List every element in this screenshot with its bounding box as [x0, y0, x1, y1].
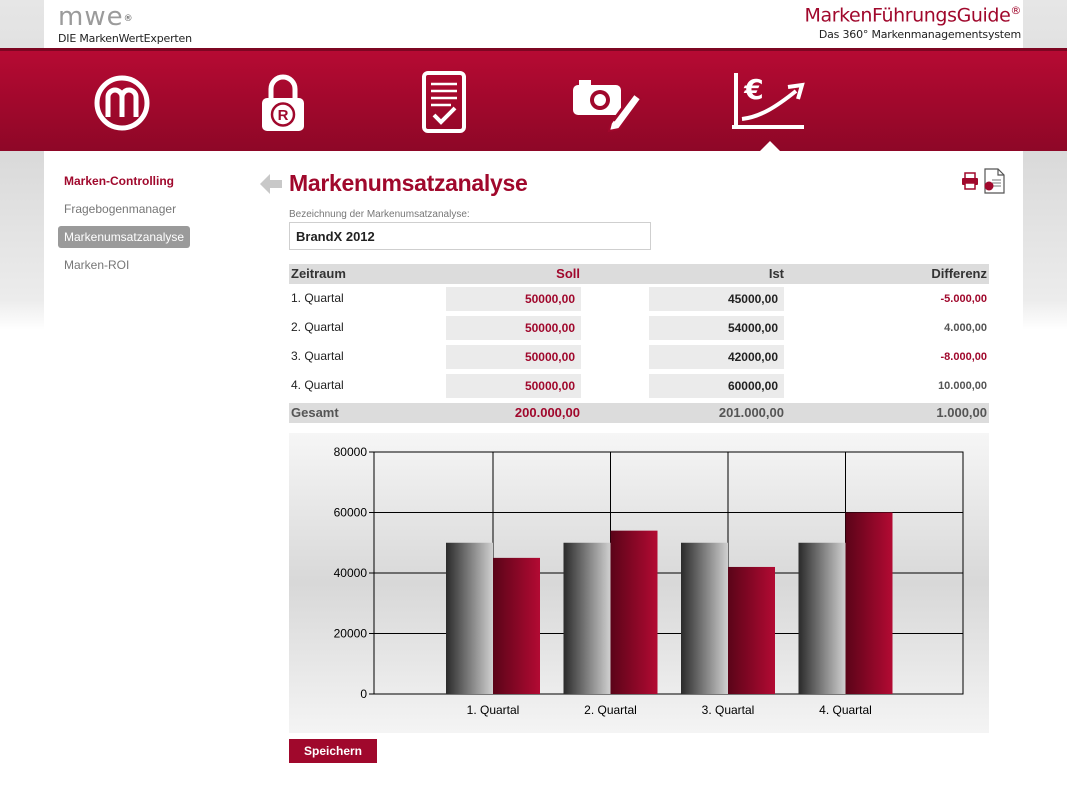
y-tick-label: 80000 — [334, 445, 368, 459]
bar-ist — [845, 512, 893, 694]
svg-text:€: € — [743, 73, 763, 106]
camera-pencil-icon[interactable] — [567, 71, 643, 135]
table-row: 2. Quartal 50000,00 54000,00 4.000,00 — [289, 315, 989, 341]
brand-m-icon[interactable] — [84, 71, 160, 135]
table-total-row: Gesamt 200.000,00 201.000,00 1.000,00 — [289, 403, 989, 423]
bar-ist — [493, 557, 540, 694]
euro-growth-chart-icon[interactable]: € — [730, 71, 806, 135]
back-arrow-icon[interactable] — [259, 172, 283, 201]
diff-value: 10.000,00 — [938, 380, 987, 392]
print-icon[interactable] — [961, 172, 979, 195]
y-tick-label: 60000 — [334, 506, 368, 520]
bar-soll — [798, 542, 846, 694]
revenue-chart-panel: 0 20000 40000 60000 80000 1. Quartal 2. Quarta… — [289, 433, 989, 733]
table-row: 1. Quartal 50000,00 45000,00 -5.000,00 — [289, 286, 989, 312]
row-period: 3. Quartal — [291, 349, 344, 363]
sidebar-item-fragebogenmanager[interactable]: Fragebogenmanager — [64, 202, 177, 216]
product-logo: MarkenFührungsGuide® Das 360° Markenmana… — [804, 4, 1021, 42]
bar-ist — [610, 530, 658, 694]
bar-soll — [563, 542, 611, 694]
total-label: Gesamt — [291, 405, 339, 420]
row-period: 1. Quartal — [291, 291, 344, 305]
sidebar-item-marken-controlling[interactable]: Marken-Controlling — [64, 174, 174, 188]
soll-value-field[interactable]: 50000,00 — [446, 374, 581, 398]
header-zeitraum: Zeitraum — [291, 266, 346, 281]
x-tick-label: 1. Quartal — [467, 703, 520, 717]
x-tick-label: 4. Quartal — [819, 703, 872, 717]
x-tick-label: 2. Quartal — [584, 703, 637, 717]
analysis-name-input[interactable] — [289, 222, 651, 250]
ist-value-field[interactable]: 45000,00 — [649, 287, 784, 311]
total-soll: 200.000,00 — [514, 405, 580, 420]
total-ist: 201.000,00 — [718, 405, 784, 420]
bar-soll — [446, 542, 493, 694]
table-header: Zeitraum Soll Ist Differenz — [289, 264, 989, 284]
page-title: Markenumsatzanalyse — [289, 170, 528, 196]
row-period: 2. Quartal — [291, 320, 344, 334]
pdf-export-icon[interactable] — [983, 168, 1005, 199]
y-tick-label: 20000 — [334, 627, 368, 641]
mwe-logo[interactable]: MWE® DIE MarkenWertExperten — [58, 2, 192, 45]
save-button[interactable]: Speichern — [289, 739, 377, 763]
mwe-tagline: DIE MarkenWertExperten — [58, 32, 192, 45]
soll-value-field[interactable]: 50000,00 — [446, 316, 581, 340]
active-nav-pointer — [760, 141, 780, 151]
top-header: MWE® DIE MarkenWertExperten MarkenFührun… — [44, 0, 1023, 48]
row-period: 4. Quartal — [291, 378, 344, 392]
main-nav-bar: R € — [0, 48, 1067, 151]
ist-value-field[interactable]: 60000,00 — [649, 374, 784, 398]
sidebar-item-marken-roi[interactable]: Marken-ROI — [64, 258, 130, 272]
diff-value: -5.000,00 — [940, 293, 987, 305]
header-differenz: Differenz — [931, 266, 987, 281]
soll-value-field[interactable]: 50000,00 — [446, 287, 581, 311]
y-tick-label: 0 — [360, 687, 367, 701]
y-tick-label: 40000 — [334, 566, 368, 580]
checklist-tablet-icon[interactable] — [406, 71, 482, 135]
sidebar: Marken-Controlling Fragebogenmanager Mar… — [58, 170, 258, 282]
ist-value-field[interactable]: 54000,00 — [649, 316, 784, 340]
product-title: MarkenFührungsGuide — [804, 4, 1011, 27]
table-row: 3. Quartal 50000,00 42000,00 -8.000,00 — [289, 344, 989, 370]
bar-soll — [681, 542, 728, 694]
total-diff: 1.000,00 — [936, 405, 987, 420]
mwe-logo-mark: MWE — [58, 2, 124, 32]
header-ist: Ist — [768, 266, 784, 281]
x-tick-label: 3. Quartal — [702, 703, 755, 717]
diff-value: 4.000,00 — [944, 322, 987, 334]
sidebar-item-markenumsatzanalyse[interactable]: Markenumsatzanalyse — [58, 226, 191, 248]
bar-ist — [728, 566, 775, 694]
trademark-lock-icon[interactable]: R — [245, 71, 321, 135]
soll-value-field[interactable]: 50000,00 — [446, 345, 581, 369]
ist-value-field[interactable]: 42000,00 — [649, 345, 784, 369]
table-row: 4. Quartal 50000,00 60000,00 10.000,00 — [289, 373, 989, 399]
header-soll: Soll — [556, 266, 580, 281]
product-subtitle: Das 360° Markenmanagementsystem — [818, 28, 1021, 42]
analysis-name-label: Bezeichnung der Markenumsatzanalyse: — [289, 209, 470, 220]
revenue-bar-chart: 0 20000 40000 60000 80000 1. Quartal 2. Quarta… — [334, 445, 964, 717]
diff-value: -8.000,00 — [940, 351, 987, 363]
svg-text:R: R — [278, 107, 289, 124]
